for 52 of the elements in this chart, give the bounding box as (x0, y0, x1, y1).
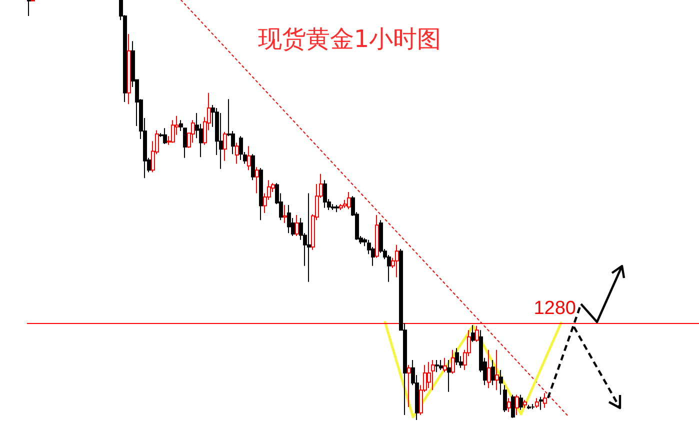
candlestick (519, 394, 523, 410)
candlestick (247, 146, 251, 171)
candlestick (259, 168, 263, 221)
candlestick (395, 244, 399, 278)
candlestick (27, 0, 31, 16)
candlestick (407, 364, 411, 408)
candlestick (543, 392, 547, 408)
candlestick (539, 396, 543, 410)
candlestick (507, 398, 511, 413)
candlestick (491, 359, 495, 386)
candlestick (287, 204, 291, 234)
candlestick (239, 136, 243, 161)
candlestick (179, 120, 183, 132)
candlestick (471, 324, 475, 342)
candlestick (503, 384, 507, 413)
candlestick (323, 180, 327, 208)
candlestick (255, 166, 259, 194)
candlestick (223, 131, 227, 162)
candlestick (335, 204, 339, 213)
candlestick (535, 398, 539, 408)
candlestick (183, 128, 187, 158)
candlestick (127, 34, 131, 105)
candlestick (307, 192, 311, 282)
text: 现货黄金1小时图 (258, 25, 442, 53)
candlestick (515, 394, 519, 416)
annotation: 1280 (534, 298, 576, 319)
candlestick (495, 349, 499, 391)
candlestick (451, 349, 455, 374)
candlestick (235, 142, 239, 164)
candlestick (527, 404, 531, 410)
candlestick (219, 112, 223, 170)
candlestick (511, 394, 515, 418)
candlestick (171, 120, 175, 144)
candlestick (295, 214, 299, 237)
candlestick (439, 359, 443, 371)
candlestick (499, 370, 503, 396)
candlestick (347, 191, 351, 210)
candlestick (431, 359, 435, 391)
candlestick (531, 404, 535, 410)
candlestick (251, 154, 255, 181)
candlestick (487, 349, 491, 389)
candlestick (427, 362, 431, 389)
candlestick (283, 204, 287, 224)
candlestick (339, 204, 343, 210)
candlestick (375, 214, 379, 258)
candlestick (447, 359, 451, 392)
candlestick (523, 399, 527, 408)
candlestick (435, 359, 439, 373)
candlestick (163, 128, 167, 145)
candlestick (455, 348, 459, 366)
candlestick (475, 325, 479, 342)
candlestick (443, 357, 447, 373)
